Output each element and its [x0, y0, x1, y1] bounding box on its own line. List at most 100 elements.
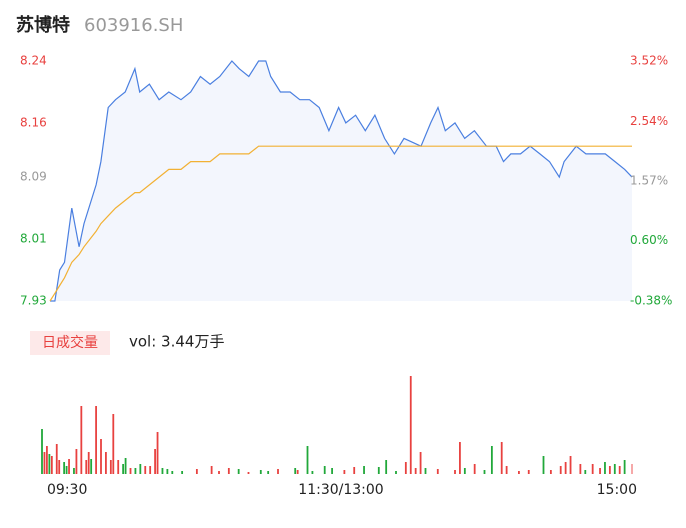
volume-bar — [41, 429, 43, 474]
volume-bar — [631, 464, 633, 474]
volume-bar — [58, 460, 61, 474]
volume-bar — [579, 464, 582, 474]
volume-bar — [90, 459, 93, 474]
volume-bar — [105, 452, 107, 474]
volume-bar — [161, 468, 164, 474]
volume-bar — [294, 468, 297, 474]
volume-bar — [48, 454, 51, 474]
volume-bar — [549, 470, 552, 474]
volume-bar — [296, 470, 299, 474]
volume-bar — [608, 466, 611, 474]
y2-tick-label: 2.54% — [630, 114, 668, 128]
volume-bar — [122, 464, 125, 474]
volume-bar — [134, 468, 137, 474]
x-tick-label: 09:30 — [47, 482, 87, 498]
volume-bar — [181, 471, 184, 474]
volume-bar — [604, 462, 606, 474]
x-tick-label: 11:30/13:00 — [298, 482, 383, 498]
volume-bar — [618, 466, 621, 474]
volume-text: vol: 3.44万手 — [129, 333, 224, 351]
stock-code: 603916.SH — [84, 15, 183, 36]
volume-bar — [55, 444, 58, 474]
volume-bar — [73, 468, 75, 474]
volume-bar — [156, 432, 159, 474]
volume-bar — [68, 459, 70, 474]
volume-bar — [404, 462, 407, 474]
volume-bar — [259, 470, 262, 474]
price-area — [50, 61, 632, 301]
volume-bar — [218, 471, 220, 474]
price-line — [50, 60, 633, 302]
y-tick-label: 8.16 — [20, 115, 47, 129]
average-line — [49, 145, 632, 302]
volume-bar — [43, 452, 46, 474]
volume-bar — [149, 466, 152, 474]
volume-bar — [323, 466, 326, 474]
y-tick-label: 8.01 — [20, 232, 47, 246]
volume-bar — [564, 462, 567, 474]
volume-bar — [343, 470, 346, 474]
legend-badge — [30, 331, 110, 355]
volume-bar — [518, 471, 520, 474]
legend-label: 日成交量 — [42, 334, 98, 351]
volume-bar — [395, 471, 397, 474]
volume-bar — [237, 469, 240, 474]
volume-bar — [95, 406, 97, 474]
volume-bar — [424, 468, 427, 474]
volume-bar — [210, 466, 213, 474]
volume-bar — [75, 449, 78, 474]
volume-bar — [463, 468, 466, 474]
volume-bar — [353, 467, 356, 474]
volume-bar — [409, 376, 412, 474]
stock-name: 苏博特 — [16, 14, 70, 36]
volume-bar — [459, 442, 461, 474]
volume-bar — [63, 462, 66, 474]
volume-bar — [385, 460, 388, 474]
volume-bar — [527, 470, 530, 474]
x-tick-label: 15:00 — [597, 482, 637, 498]
volume-bar — [166, 469, 169, 474]
volume-bar — [311, 471, 314, 474]
volume-bar — [569, 456, 572, 474]
volume-bar — [559, 466, 562, 474]
volume-bar — [542, 456, 545, 474]
volume-bar — [584, 470, 587, 474]
volume-bar — [377, 467, 380, 474]
volume-bar — [599, 468, 601, 474]
volume-bar — [50, 456, 53, 474]
volume-bar — [277, 469, 279, 474]
volume-bar — [623, 460, 626, 474]
volume-bar — [80, 406, 83, 474]
y2-tick-label: -0.38% — [630, 294, 672, 308]
volume-bar — [117, 460, 120, 474]
volume-bar — [87, 452, 90, 474]
volume-bar — [124, 458, 127, 474]
volume-bar — [109, 460, 112, 474]
volume-bar — [195, 469, 198, 474]
volume-bar — [227, 468, 230, 474]
volume-bar — [331, 468, 333, 474]
y2-tick-label: 3.52% — [630, 54, 668, 68]
y2-tick-label: 0.60% — [630, 233, 668, 247]
volume-bar — [414, 468, 417, 474]
volume-bar — [85, 460, 88, 474]
volume-bar — [613, 464, 616, 474]
volume-bar — [483, 470, 486, 474]
volume-bar — [419, 452, 422, 474]
volume-bar — [454, 470, 456, 474]
y-tick-label: 7.93 — [20, 294, 47, 308]
volume-bar — [306, 446, 309, 474]
y2-tick-label: 1.57% — [630, 174, 668, 188]
volume-bar — [363, 466, 365, 474]
volume-bar — [144, 466, 147, 474]
volume-bar — [154, 449, 156, 474]
volume-bar — [505, 466, 508, 474]
volume-bar — [500, 442, 503, 474]
volume-bar — [171, 471, 174, 474]
volume-bar — [65, 466, 68, 474]
volume-bar — [129, 468, 132, 474]
y-tick-label: 8.24 — [20, 54, 47, 68]
volume-bar — [112, 414, 115, 474]
volume-bar — [139, 464, 142, 474]
